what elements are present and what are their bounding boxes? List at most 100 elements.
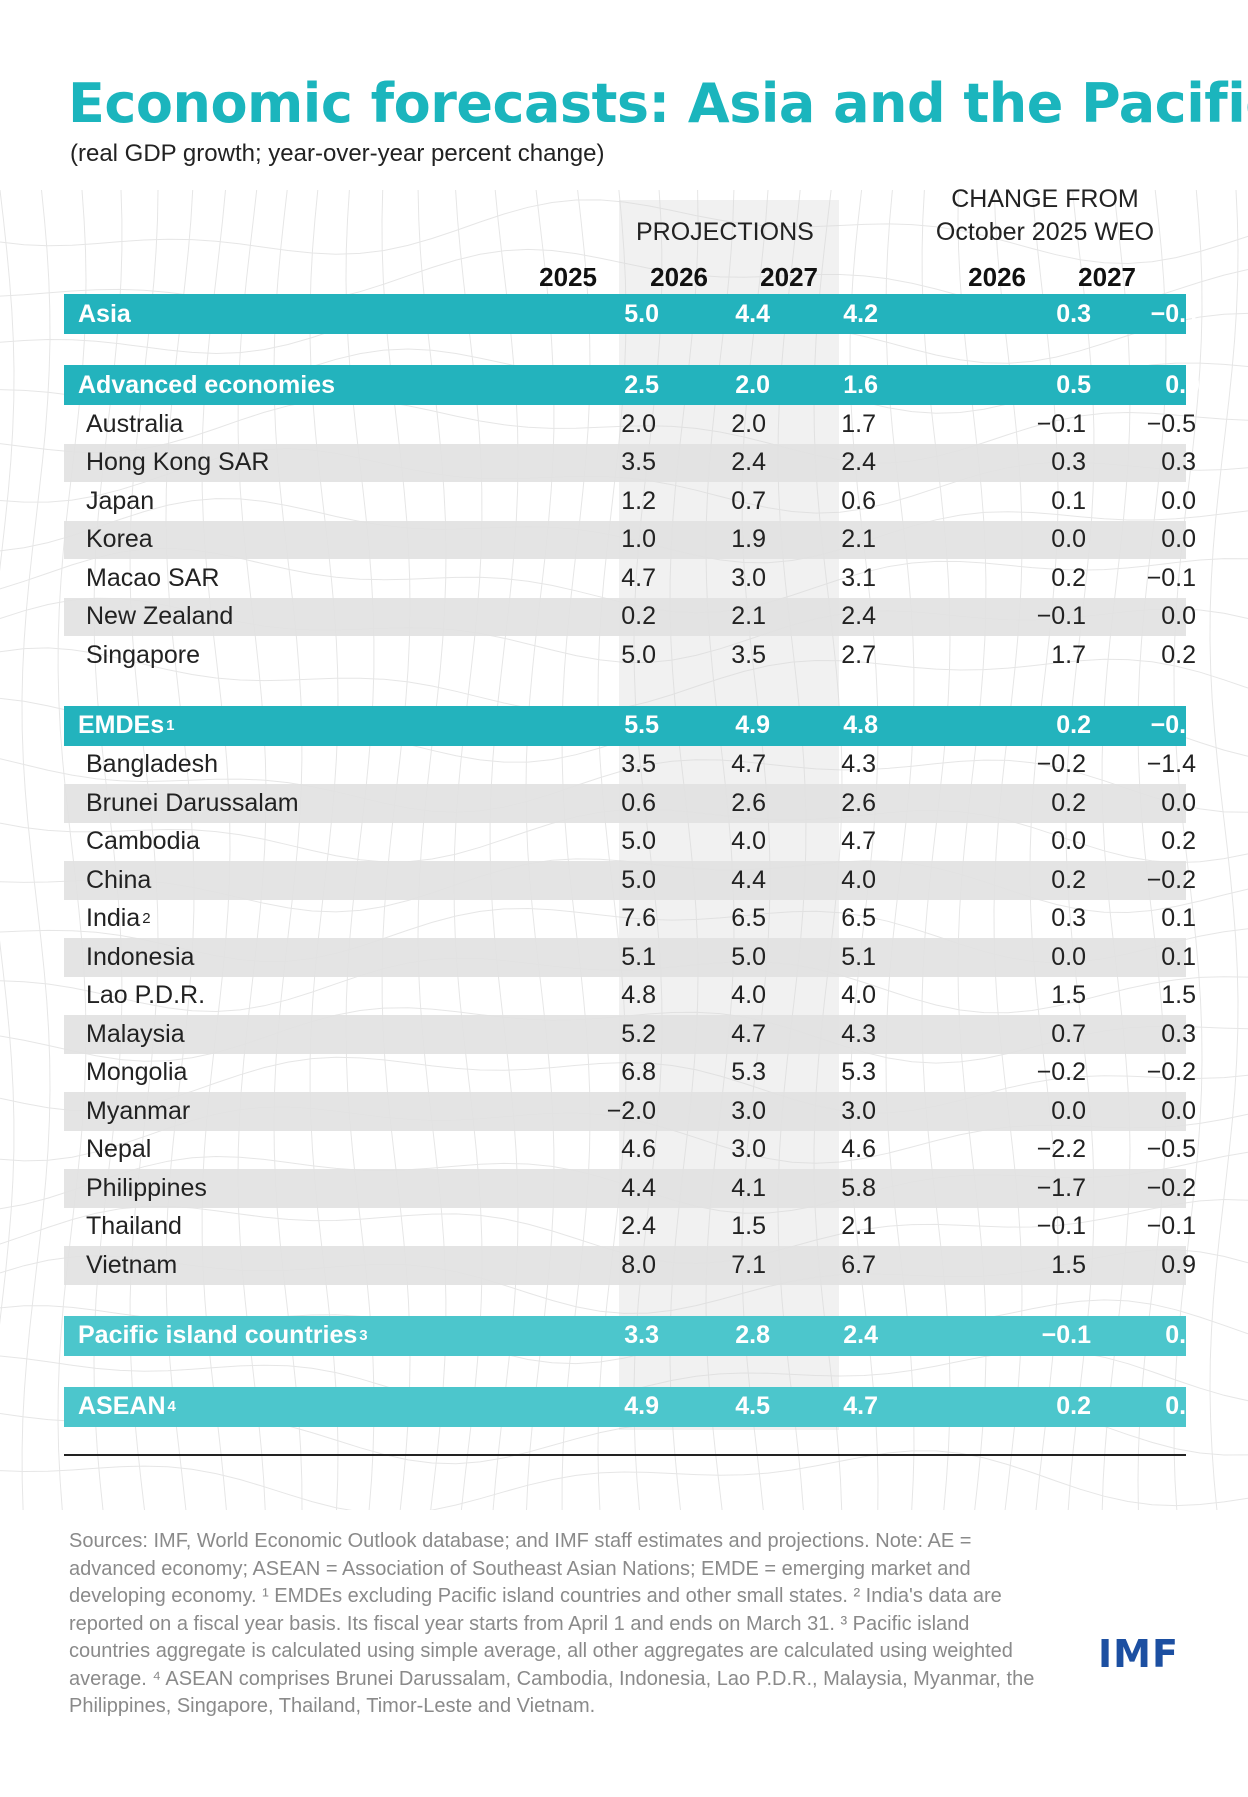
imf-logo: IMF xyxy=(1098,1632,1179,1676)
value-cell: 0.1 xyxy=(1161,904,1196,933)
value-cell: 5.0 xyxy=(731,942,766,971)
row-label: Japan xyxy=(86,486,155,515)
value-cell: 1.5 xyxy=(1051,981,1086,1010)
value-cell: −2.2 xyxy=(1036,1135,1086,1164)
value-cell: 5.8 xyxy=(841,1173,876,1202)
value-cell: −0.1 xyxy=(1036,409,1086,438)
row-label: Hong Kong SAR xyxy=(86,448,270,477)
value-cell: 4.6 xyxy=(621,1135,656,1164)
value-cell: 0.3 xyxy=(1161,1019,1196,1048)
value-cell: 0.7 xyxy=(731,486,766,515)
value-cell: 3.5 xyxy=(621,448,656,477)
value-cell: 3.0 xyxy=(841,1096,876,1125)
economy-name: Mongolia xyxy=(86,1054,187,1093)
economy-name: Nepal xyxy=(86,1131,151,1170)
year-header-2026: 2026 xyxy=(650,262,708,292)
value-cell: 0.3 xyxy=(1056,299,1091,328)
value-cell: 1.5 xyxy=(1161,981,1196,1010)
value-cell: 2.4 xyxy=(731,448,766,477)
section-spacer xyxy=(64,1285,1186,1316)
value-cell: 4.0 xyxy=(841,981,876,1010)
economy-name: Philippines xyxy=(86,1169,207,1208)
value-cell: 0.0 xyxy=(1051,942,1086,971)
economy-name: Lao P.D.R. xyxy=(86,977,205,1016)
economy-name: Bangladesh xyxy=(86,746,218,785)
year-header-change-2027: 2027 xyxy=(1078,262,1136,292)
table-row: Bangladesh 3.5 4.7 4.3 −0.2 −1.4 xyxy=(64,746,1196,785)
value-cell: 0.3 xyxy=(1161,448,1196,477)
value-cell: 6.5 xyxy=(731,904,766,933)
row-label: ASEAN xyxy=(78,1392,166,1420)
value-cell: 4.9 xyxy=(624,1392,659,1420)
value-cell: 3.0 xyxy=(731,1135,766,1164)
row-label: Brunei Darussalam xyxy=(86,788,299,817)
table-row: Hong Kong SAR 3.5 2.4 2.4 0.3 0.3 xyxy=(64,443,1196,482)
value-cell: 5.0 xyxy=(621,865,656,894)
footnote-marker: 1 xyxy=(166,717,175,734)
value-cell: 5.5 xyxy=(624,711,659,739)
value-cell: 4.6 xyxy=(841,1135,876,1164)
table-row: Myanmar −2.0 3.0 3.0 0.0 0.0 xyxy=(64,1092,1196,1131)
value-cell: 0.2 xyxy=(1051,865,1086,894)
value-cell: −0.1 xyxy=(1146,1212,1196,1241)
value-cell: 0.6 xyxy=(621,788,656,817)
value-cell: −0.2 xyxy=(1036,1058,1086,1087)
row-label: Bangladesh xyxy=(86,750,219,779)
row-label: Vietnam xyxy=(86,1250,178,1279)
value-cell: 0.3 xyxy=(1051,904,1086,933)
economy-name: Malaysia xyxy=(86,1015,185,1054)
value-cell: 0.1 xyxy=(1051,486,1086,515)
value-cell: −0.1 xyxy=(1041,1321,1091,1349)
value-cell: 4.4 xyxy=(621,1173,656,1202)
value-cell: 6.8 xyxy=(621,1058,656,1087)
year-header-2027: 2027 xyxy=(760,262,818,292)
page-title: Economic forecasts: Asia and the Pacific xyxy=(68,72,1248,135)
economy-name: Myanmar xyxy=(86,1092,190,1131)
value-cell: 4.8 xyxy=(621,981,656,1010)
economy-name: Brunei Darussalam xyxy=(86,784,299,823)
aggregate-name: ASEAN 4 xyxy=(78,1387,176,1427)
value-cell: 5.0 xyxy=(621,640,656,669)
value-cell: 6.7 xyxy=(841,1250,876,1279)
aggregate-name: Asia xyxy=(78,294,131,334)
aggregate-row: Asia 5.0 4.4 4.2 0.3 −0.1 xyxy=(64,294,1200,334)
table-row: China 5.0 4.4 4.0 0.2 −0.2 xyxy=(64,861,1196,900)
value-cell: 1.5 xyxy=(731,1212,766,1241)
value-cell: −1.7 xyxy=(1036,1173,1086,1202)
economy-name: Indonesia xyxy=(86,938,194,977)
footer-divider xyxy=(64,1454,1186,1456)
economy-name: Macao SAR xyxy=(86,559,219,598)
table-row: New Zealand 0.2 2.1 2.4 −0.1 0.0 xyxy=(64,597,1196,636)
table-row: Lao P.D.R. 4.8 4.0 4.0 1.5 1.5 xyxy=(64,977,1196,1016)
section-spacer xyxy=(64,334,1186,365)
value-cell: 2.4 xyxy=(843,1321,878,1349)
value-cell: 2.7 xyxy=(841,640,876,669)
value-cell: 4.7 xyxy=(841,827,876,856)
table-row: Cambodia 5.0 4.0 4.7 0.0 0.2 xyxy=(64,823,1196,862)
value-cell: 4.5 xyxy=(735,1392,770,1420)
value-cell: 0.0 xyxy=(1161,602,1196,631)
economy-name: Australia xyxy=(86,405,183,444)
value-cell: −0.5 xyxy=(1146,409,1196,438)
value-cell: 4.7 xyxy=(621,563,656,592)
section-spacer xyxy=(64,675,1186,706)
value-cell: 2.4 xyxy=(841,448,876,477)
source-notes: Sources: IMF, World Economic Outlook dat… xyxy=(69,1530,1035,1717)
section-spacer xyxy=(64,1356,1186,1387)
value-cell: 0.0 xyxy=(1161,525,1196,554)
value-cell: 0.6 xyxy=(841,486,876,515)
value-cell: 4.9 xyxy=(735,711,770,739)
value-cell: 2.1 xyxy=(841,1212,876,1241)
table-row: Mongolia 6.8 5.3 5.3 −0.2 −0.2 xyxy=(64,1054,1196,1093)
value-cell: 0.0 xyxy=(1051,1096,1086,1125)
value-cell: 5.0 xyxy=(621,827,656,856)
value-cell: 4.0 xyxy=(841,865,876,894)
table-row: Nepal 4.6 3.0 4.6 −2.2 −0.5 xyxy=(64,1131,1196,1170)
value-cell: 1.0 xyxy=(621,525,656,554)
value-cell: 0.2 xyxy=(1051,563,1086,592)
aggregate-row: Pacific island countries 3 3.3 2.8 2.4 −0.1 0.… xyxy=(64,1315,1200,1356)
value-cell: 4.3 xyxy=(841,750,876,779)
row-label: Lao P.D.R. xyxy=(86,981,206,1010)
table-row: Korea 1.0 1.9 2.1 0.0 0.0 xyxy=(64,520,1196,559)
value-cell: 1.9 xyxy=(731,525,766,554)
